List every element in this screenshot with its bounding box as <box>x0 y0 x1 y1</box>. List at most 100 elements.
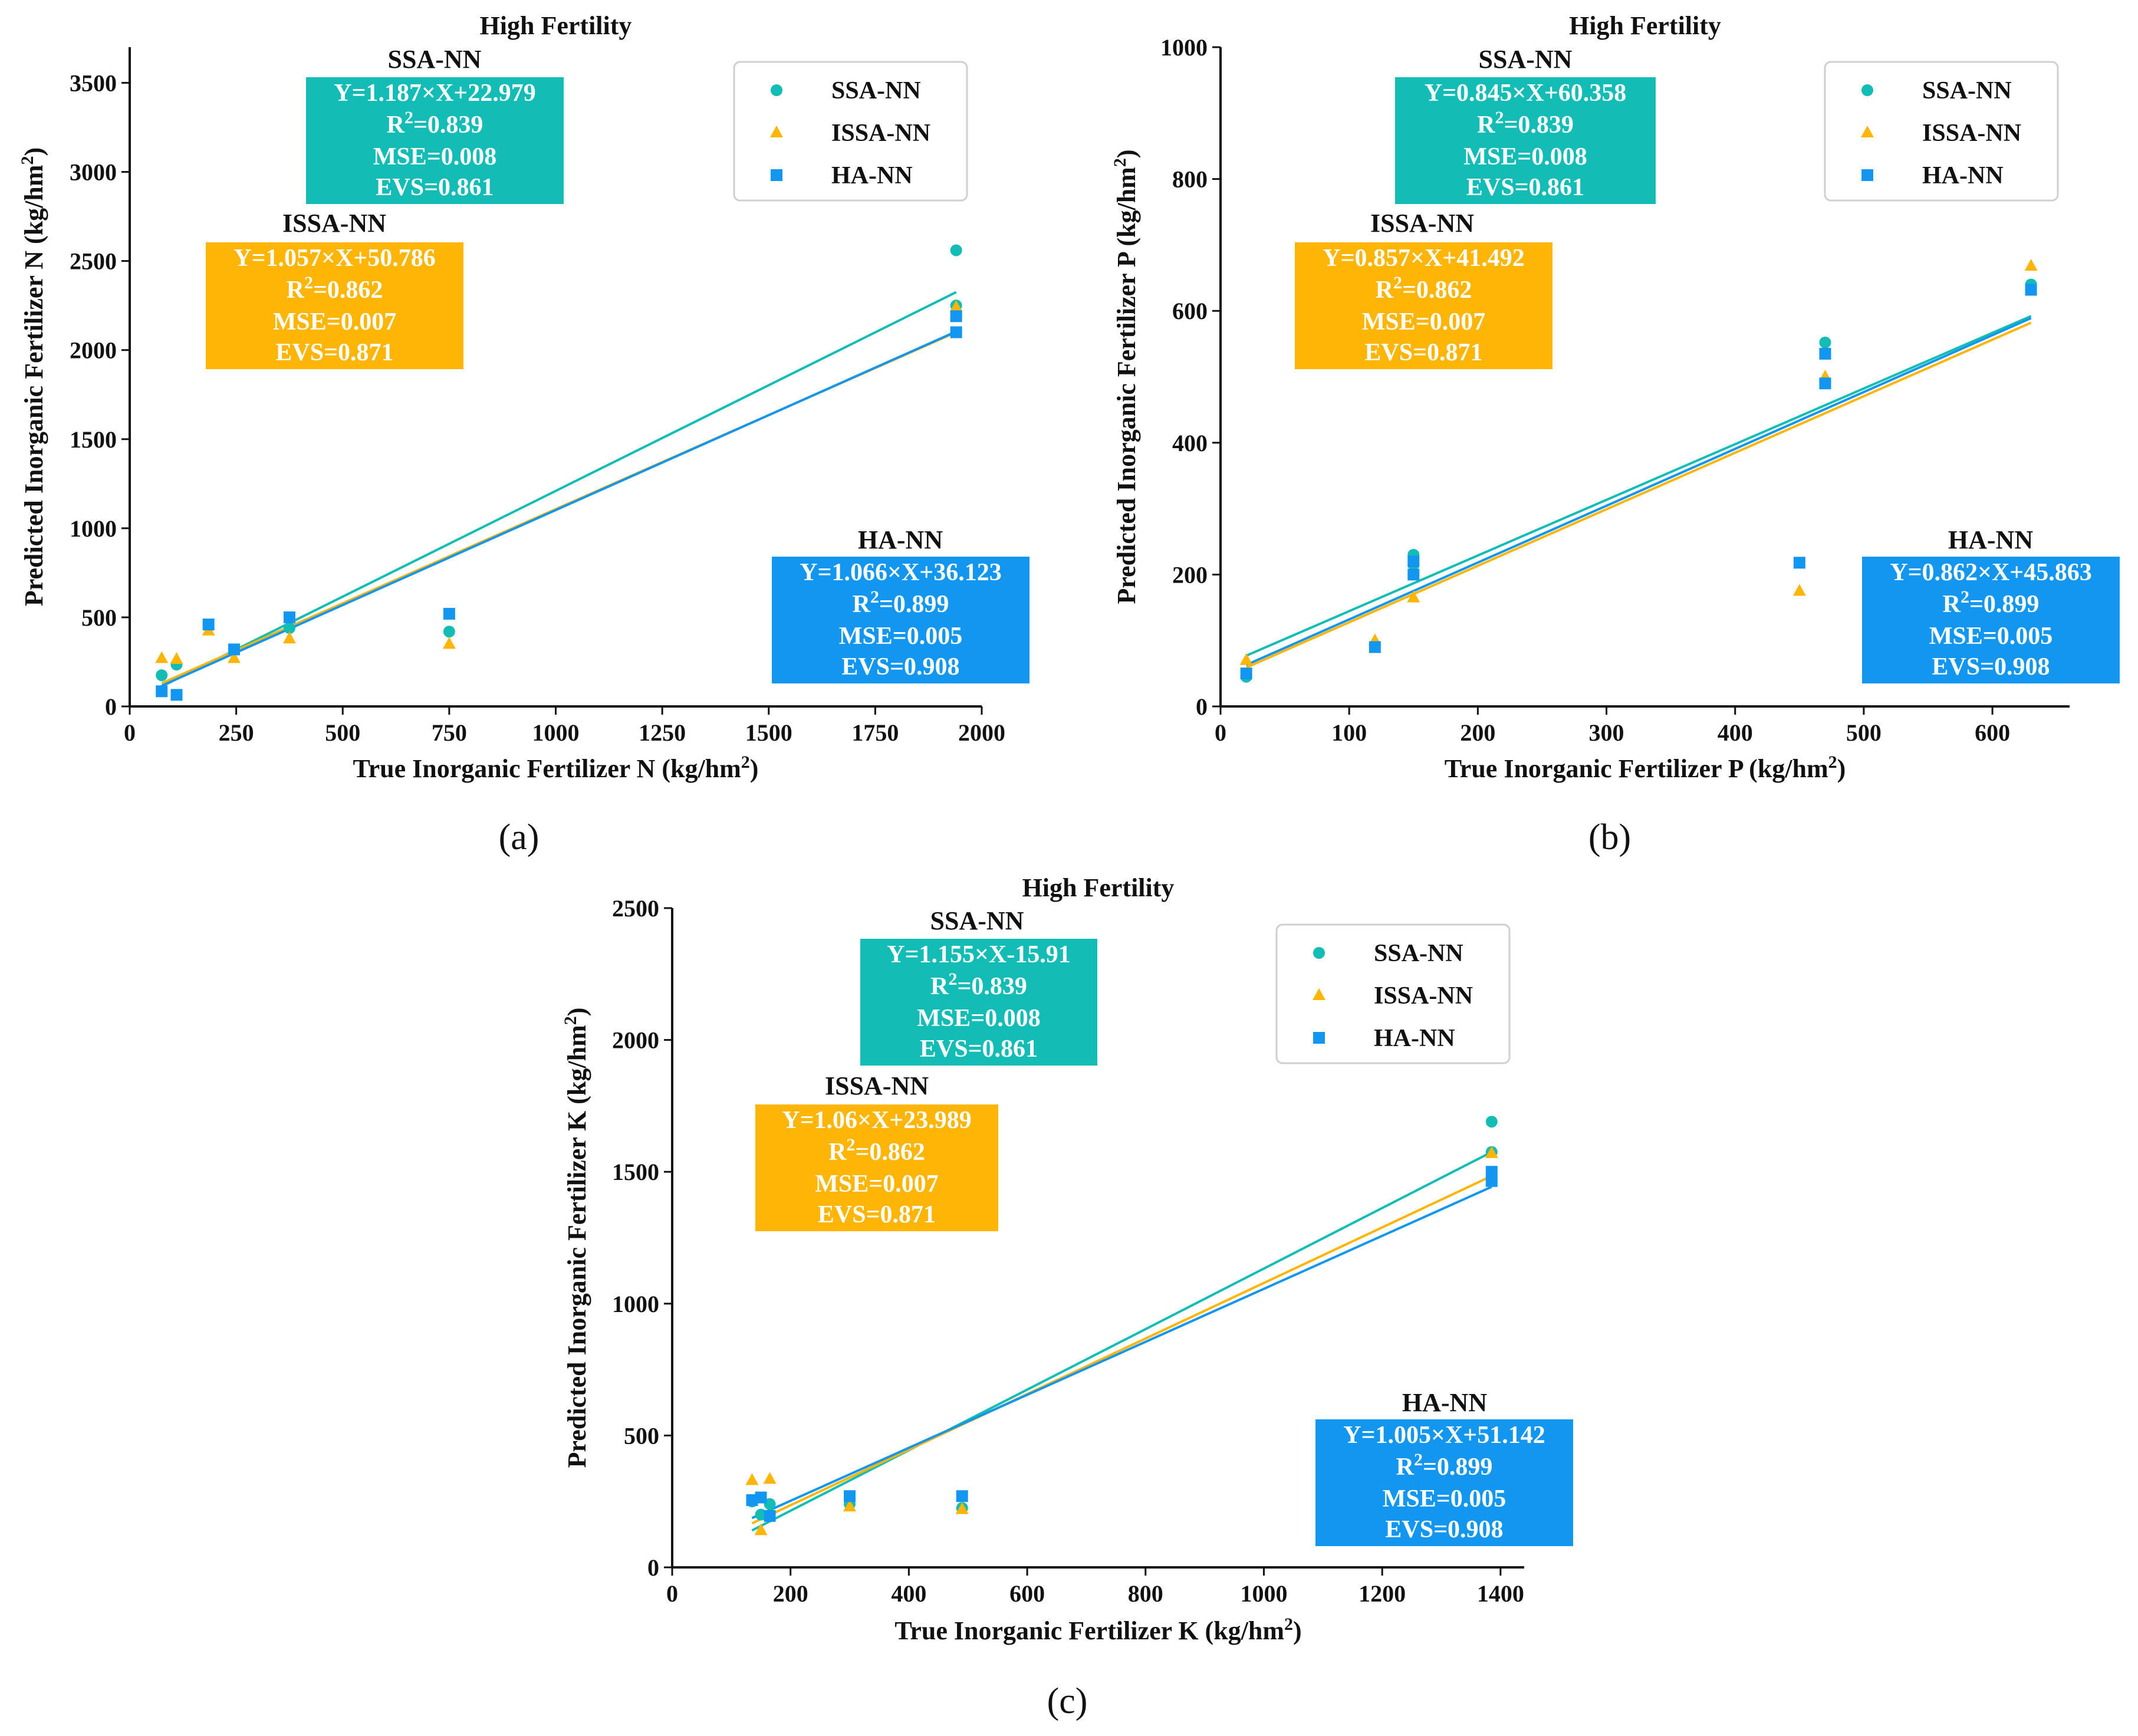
x-tick-label: 2000 <box>958 719 1005 746</box>
annotation-r2: R2=0.862 <box>828 1135 925 1166</box>
data-point-ha-nn <box>202 619 215 631</box>
y-tick-label: 3500 <box>70 70 117 96</box>
annotation-title: HA-NN <box>1402 1388 1487 1417</box>
y-axis-label: Predicted Inorganic Fertilizer N (kg/hm2… <box>18 147 48 606</box>
data-point-ha-nn <box>1485 1166 1498 1178</box>
data-point-ssa-nn <box>1819 336 1831 348</box>
data-point-ha-nn <box>156 685 168 698</box>
legend: SSA-NN ISSA-NN HA-NN <box>1824 61 2059 202</box>
x-tick-label: 750 <box>432 719 467 746</box>
data-point-ha-nn <box>950 326 962 338</box>
annotation-mse: MSE=0.007 <box>815 1171 938 1198</box>
y-tick-label: 2000 <box>70 337 117 364</box>
fit-line-ha-nn <box>1245 317 2032 666</box>
legend-label: ISSA-NN <box>1374 982 1473 1010</box>
legend-label: HA-NN <box>831 162 913 189</box>
y-tick-label: 2500 <box>612 895 659 922</box>
annotation-mse: MSE=0.008 <box>373 143 496 170</box>
data-point-issa-nn <box>1407 590 1420 603</box>
data-point-ha-nn <box>844 1490 856 1502</box>
legend-label: SSA-NN <box>831 77 921 104</box>
legend-marker-ha-nn <box>1313 1032 1325 1044</box>
data-point-ha-nn <box>443 607 455 620</box>
data-point-ha-nn <box>1407 568 1420 581</box>
annotation-box <box>306 77 564 204</box>
legend-marker-ssa-nn <box>771 84 782 96</box>
data-point-issa-nn <box>1485 1146 1498 1158</box>
data-point-ha-nn <box>1407 555 1420 568</box>
fit-line-ssa-nn <box>1245 315 2032 657</box>
data-point-ha-nn <box>1819 347 1831 360</box>
legend-label: ISSA-NN <box>1922 120 2021 147</box>
annotation-r2: R2=0.839 <box>1477 108 1574 139</box>
x-tick-label: 1000 <box>532 719 580 746</box>
x-tick-label: 400 <box>891 1580 926 1607</box>
y-tick-label: 400 <box>1172 430 1208 456</box>
annotation-box <box>1395 77 1656 204</box>
annotation-equation: Y=0.845×X+60.358 <box>1425 80 1626 107</box>
annotation-r2: R2=0.862 <box>287 273 383 304</box>
y-tick-label: 3000 <box>70 159 117 186</box>
y-tick-label: 1000 <box>612 1291 659 1317</box>
annotation-evs: EVS=0.871 <box>1364 339 1482 366</box>
chart-panel-b: 0 100 200 300 400 500 600 0 200 400 600 800 1000 High… <box>1110 11 2120 857</box>
annotation-title: HA-NN <box>1948 525 2033 554</box>
x-tick-label: 500 <box>325 719 360 746</box>
annotation-box <box>206 242 463 369</box>
panel-caption: (b) <box>1588 817 1631 857</box>
annotation-mse: MSE=0.007 <box>273 308 396 336</box>
legend: SSA-NN ISSA-NN HA-NN <box>733 61 968 202</box>
annotation-r2: R2=0.899 <box>853 587 949 618</box>
x-tick-label: 1500 <box>745 719 792 746</box>
annotation-mse: MSE=0.008 <box>1463 143 1587 170</box>
x-tick-label: 1250 <box>639 719 686 746</box>
legend-label: HA-NN <box>1922 162 2004 189</box>
chart-title: High Fertility <box>1022 873 1175 902</box>
annotation-mse: MSE=0.007 <box>1362 308 1485 336</box>
y-tick-label: 1500 <box>70 426 117 453</box>
data-point-issa-nn <box>955 1502 969 1514</box>
legend-marker-issa-nn <box>770 126 783 137</box>
annotation-r2: R2=0.862 <box>1376 273 1472 304</box>
data-point-ha-nn <box>170 689 183 701</box>
y-tick-label: 0 <box>647 1554 659 1581</box>
annotation-box <box>755 1104 998 1231</box>
annotation-mse: MSE=0.005 <box>1383 1485 1506 1513</box>
annotation-equation: Y=0.857×X+41.492 <box>1323 245 1524 272</box>
annotation-evs: EVS=0.871 <box>275 339 393 366</box>
annotation-mse: MSE=0.005 <box>839 623 962 650</box>
annotation-title: ISSA-NN <box>1370 209 1474 238</box>
data-point-ssa-nn <box>156 669 168 682</box>
data-point-ssa-nn <box>755 1508 767 1521</box>
legend-marker-ha-nn <box>771 169 782 181</box>
data-point-issa-nn <box>228 651 241 663</box>
legend-label: ISSA-NN <box>831 120 930 147</box>
chart-panel-a: 0 250 500 750 1000 1250 1500 1750 2000 0 500 1000 15… <box>18 11 1029 857</box>
annotation-equation: Y=1.155×X-15.91 <box>887 941 1071 968</box>
y-tick-label: 2500 <box>70 248 117 275</box>
annotation-evs: EVS=0.861 <box>1466 174 1584 201</box>
data-point-ha-nn <box>283 611 295 623</box>
data-point-ha-nn <box>1819 377 1831 390</box>
data-point-ssa-nn <box>764 1498 776 1510</box>
legend-box <box>1275 923 1511 1064</box>
y-tick-label: 0 <box>1196 693 1208 720</box>
annotation-equation: Y=1.06×X+23.989 <box>782 1107 971 1134</box>
y-tick-label: 500 <box>81 604 117 631</box>
chart-title: High Fertility <box>480 11 632 40</box>
annotation-box <box>1315 1419 1573 1546</box>
annotation-title: SSA-NN <box>1479 45 1573 74</box>
y-axis-label: Predicted Inorganic Fertilizer K (kg/hm2… <box>561 1008 591 1468</box>
data-point-issa-nn <box>754 1523 768 1536</box>
annotation-equation: Y=1.005×X+51.142 <box>1343 1422 1545 1449</box>
annotation-title: SSA-NN <box>388 45 482 74</box>
legend-label: SSA-NN <box>1374 940 1463 967</box>
legend-box <box>1824 61 2059 202</box>
x-tick-label: 100 <box>1331 719 1367 746</box>
data-point-ha-nn <box>1369 641 1381 653</box>
data-point-ha-nn <box>764 1510 776 1522</box>
